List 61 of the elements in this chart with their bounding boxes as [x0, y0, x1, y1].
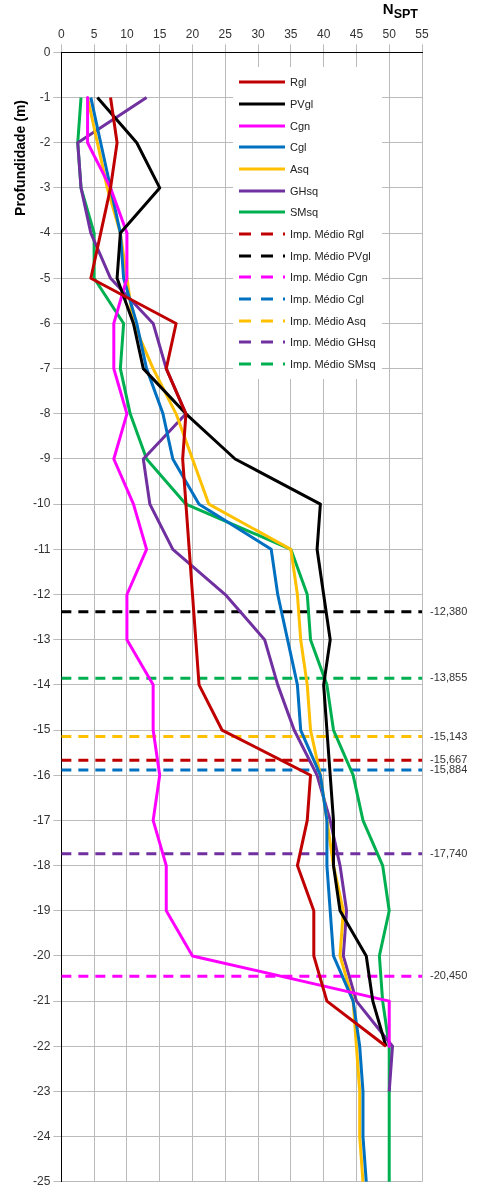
legend-label: Imp. Médio SMsq — [290, 358, 376, 371]
y-tick-label: -25 — [33, 1174, 51, 1189]
text: -20,450 — [430, 969, 468, 982]
legend-label: Imp. Médio Asq — [290, 314, 366, 327]
text: -15,884 — [430, 763, 468, 776]
text: -12,380 — [430, 604, 468, 617]
y-tick-label: -21 — [33, 993, 51, 1008]
legend-label: PVgl — [290, 97, 314, 110]
y-tick-label: -24 — [33, 1128, 51, 1143]
y-tick-label: -3 — [39, 180, 51, 195]
y-tick-label: -9 — [39, 451, 51, 466]
y-tick-label: -7 — [39, 360, 51, 375]
legend-label: Cgn — [290, 119, 311, 132]
y-tick-label: -15 — [33, 722, 51, 737]
x-tick-label: 15 — [153, 26, 167, 41]
y-tick-label: -4 — [39, 225, 51, 240]
x-axis-title: N$_{SPT}$ — [382, 0, 418, 21]
x-tick-label: 10 — [120, 26, 134, 41]
y-tick-label: -1 — [39, 89, 51, 104]
legend-label: Imp. Médio Rgl — [290, 228, 364, 241]
text: -17,740 — [430, 846, 468, 859]
x-tick-label: 55 — [415, 26, 429, 41]
legend-label: Imp. Médio Cgl — [290, 293, 364, 306]
y-tick-label: -12 — [33, 586, 51, 601]
y-tick-label: -23 — [33, 1083, 51, 1098]
legend-label: Asq — [290, 162, 309, 175]
y-tick-label: -16 — [33, 767, 51, 782]
text: -15,143 — [430, 729, 468, 742]
text: -13,855 — [430, 671, 468, 684]
legend-label: SMsq — [290, 206, 319, 219]
y-tick-label: -2 — [39, 135, 51, 150]
x-tick-label: 50 — [382, 26, 397, 41]
x-tick-label: 45 — [349, 26, 364, 41]
y-tick-label: -8 — [39, 406, 51, 421]
legend-label: Imp. Médio GHsq — [290, 336, 376, 349]
y-tick-label: -5 — [39, 270, 51, 285]
x-tick-label: 20 — [185, 26, 200, 41]
y-tick-label: 0 — [43, 44, 51, 59]
legend-label: Cgl — [290, 141, 307, 154]
y-tick-label: -22 — [33, 1038, 51, 1053]
x-tick-label: 5 — [90, 26, 98, 41]
legend-label: Rgl — [290, 76, 307, 89]
y-tick-label: -19 — [33, 903, 51, 918]
x-tick-label: 25 — [218, 26, 233, 41]
y-tick-label: -11 — [33, 541, 51, 556]
x-tick-label: 0 — [58, 26, 65, 41]
text: -15,667 — [430, 753, 468, 766]
y-tick-label: -17 — [33, 812, 51, 827]
y-tick-label: -10 — [33, 496, 51, 511]
legend-label: Imp. Médio PVgl — [290, 249, 371, 262]
y-tick-label: -14 — [33, 677, 51, 692]
y-tick-label: -6 — [39, 315, 51, 330]
y-tick-label: -20 — [33, 948, 51, 963]
y-tick-label: -18 — [33, 857, 51, 872]
y-axis-title: Profundidade (m) — [12, 100, 28, 216]
x-tick-label: 40 — [316, 26, 331, 41]
legend-label: Imp. Médio Cgn — [290, 271, 368, 284]
x-tick-label: 35 — [284, 26, 298, 41]
legend-label: GHsq — [290, 184, 319, 197]
y-tick-label: -13 — [33, 632, 51, 646]
x-tick-label: 30 — [251, 26, 266, 41]
